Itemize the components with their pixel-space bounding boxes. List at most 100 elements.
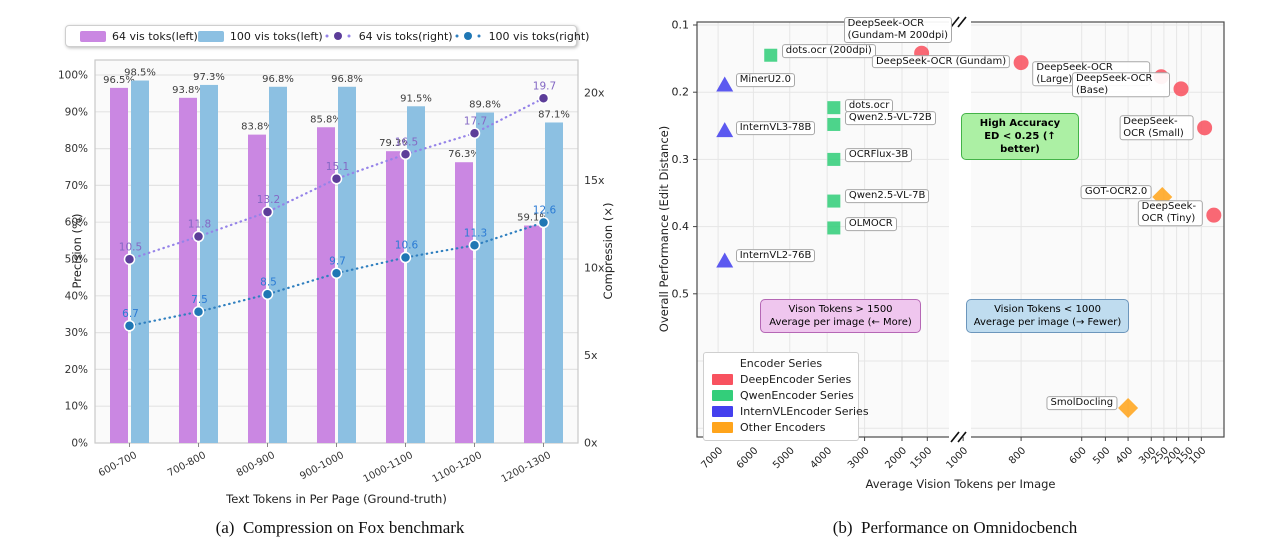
line-value-label: 12.6 (533, 205, 557, 217)
point-dots-ocr (827, 101, 841, 115)
point-deepseek-ocr-gundam (1013, 55, 1029, 71)
point-label-qwen2-5-vl-7b: Qwen2.5-VL-7B (844, 189, 930, 203)
legend-swatch-bar (197, 30, 224, 42)
annotation-high-accuracy: High Accuracy ED < 0.25 (↑ better) (961, 113, 1079, 160)
point-label-dots-ocr: dots.ocr (844, 98, 894, 113)
point-label-olmocr: OLMOCR (844, 217, 897, 231)
legend-label: Other Encoders (740, 421, 826, 434)
omni-x-tick-label: 400 (1114, 445, 1135, 466)
legend-item-other-encoders: Other Encoders (712, 421, 850, 434)
point-olmocr (827, 221, 841, 235)
marker-64-vis-toks-right-600-700 (123, 253, 136, 265)
fox-y-right-tick: 0x (584, 437, 598, 450)
legend-swatch (712, 406, 733, 417)
omni-y-tick-label: 0.5 (672, 287, 690, 300)
annotation-line: ED < 0.25 (↑ better) (984, 131, 1056, 155)
bar-value-label: 76.3% (448, 149, 480, 160)
fox-y-left-tick: 40% (65, 290, 88, 302)
point-label-deepseek-ocr-small: DeepSeek-OCR (Small) (1119, 115, 1194, 141)
line-value-label: 19.7 (533, 80, 556, 92)
legend-item-64-vis-toks-right: 64 vis toks(right) (323, 30, 453, 43)
bar-100-vis-toks-left-600-700 (131, 80, 149, 444)
line-value-label: 9.7 (329, 255, 346, 267)
legend-swatch-line (455, 32, 481, 40)
fox-y-left-tick: 70% (65, 180, 88, 192)
fox-y-left-tick: 90% (65, 106, 88, 118)
bar-64-vis-toks-left-700-800 (179, 97, 197, 443)
fox-legend: 64 vis toks(left) 100 vis toks(left) 64 v… (65, 25, 589, 47)
point-label-deepseek-ocr-gundam: DeepSeek-OCR (Gundam) (871, 54, 1011, 69)
legend-label: 100 vis toks(left) (229, 29, 323, 43)
bar-value-label: 91.5% (400, 93, 432, 104)
fox-y-axis-right-title: Compression (×) (601, 202, 615, 300)
omni-x-tick-label: 500 (1091, 445, 1112, 466)
omni-x-tick-label: 1500 (909, 445, 935, 471)
point-smoldocling (1118, 398, 1139, 419)
line-value-label: 6.7 (122, 308, 139, 320)
axis-break-mark (950, 16, 960, 28)
encoder-series-legend: Encoder Series DeepEncoder Series QwenEn… (703, 352, 869, 441)
bar-value-label: 93.8% (172, 85, 204, 96)
omni-x-tick-label: 7000 (699, 445, 725, 471)
legend-swatch (712, 422, 733, 433)
annotation-line: Vison Tokens > 1500 (788, 304, 893, 315)
marker-64-vis-toks-right-1200-1300 (537, 92, 550, 104)
point-label-deepseek-ocr-gundam-m-200dpi: DeepSeek-OCR (Gundam-M 200dpi) (843, 17, 953, 43)
omni-y-tick-label: 0.3 (672, 153, 690, 166)
bar-value-label: 98.5% (124, 68, 156, 79)
point-label-ocrflux-3b: OCRFlux-3B (844, 148, 913, 163)
bar-value-label: 96.5% (103, 75, 135, 86)
omni-y-tick-label: 0.1 (672, 19, 690, 32)
marker-64-vis-toks-right-800-900 (261, 206, 274, 218)
bar-64-vis-toks-left-800-900 (248, 134, 266, 443)
point-qwen2-5-vl-7b (827, 194, 841, 208)
omni-y-tick-label: 0.2 (672, 86, 690, 99)
encoder-series-legend-title: Encoder Series (739, 357, 823, 370)
omni-x-tick-label: 5000 (771, 445, 797, 471)
point-deepseek-ocr-base (1173, 81, 1189, 97)
fox-y-left-tick: 80% (65, 143, 88, 155)
bar-100-vis-toks-left-1100-1200 (476, 112, 494, 443)
legend-label: DeepEncoder Series (740, 373, 852, 386)
annotation-line: Average per image (← More) (769, 317, 912, 328)
bar-value-label: 85.8% (310, 114, 342, 125)
legend-swatch (712, 390, 733, 401)
point-deepseek-ocr-tiny (1206, 207, 1222, 223)
fox-y-right-tick: 10x (584, 262, 605, 275)
bar-100-vis-toks-left-700-800 (200, 84, 218, 443)
legend-label: 64 vis toks(right) (358, 29, 453, 43)
legend-item-deepencoder-series: DeepEncoder Series (712, 373, 852, 386)
marker-100-vis-toks-right-700-800 (192, 306, 205, 318)
bar-64-vis-toks-left-900-1000 (317, 127, 335, 444)
omni-x-axis-title: Average Vision Tokens per Image (865, 477, 1056, 491)
annotation-line: Vision Tokens < 1000 (994, 304, 1101, 315)
line-value-label: 10.6 (395, 240, 419, 252)
legend-swatch-line (325, 32, 351, 40)
fox-x-tick-label: 1100-1200 (431, 450, 484, 485)
fox-y-left-tick: 10% (65, 401, 88, 413)
legend-label: QwenEncoder Series (740, 389, 854, 402)
fox-y-right-tick: 15x (584, 174, 605, 187)
legend-swatch-bar (80, 30, 106, 42)
fox-y-right-tick: 20x (584, 87, 605, 100)
line-value-label: 11.8 (188, 219, 211, 231)
bar-value-label: 59.1% (517, 213, 549, 224)
bar-value-label: 97.3% (193, 72, 225, 83)
legend-item-internvlencoder-series: InternVLEncoder Series (712, 405, 869, 418)
line-value-label: 17.7 (464, 115, 487, 127)
omni-x-tick-label: 2000 (883, 445, 909, 471)
annotation-line: High Accuracy (979, 118, 1061, 129)
fox-y-left-tick: 60% (65, 217, 88, 229)
marker-64-vis-toks-right-900-1000 (330, 173, 343, 185)
fox-x-tick-label: 1200-1300 (500, 450, 553, 485)
omni-y-axis-title: Overall Performance (Edit Distance) (657, 125, 671, 333)
annotation-more-tokens: Vison Tokens > 1500 Average per image (←… (760, 299, 921, 333)
point-label-qwen2-5-vl-72b: Qwen2.5-VL-72B (844, 111, 936, 126)
marker-100-vis-toks-right-1000-1100 (399, 251, 412, 264)
annotation-line: Average per image (→ Fewer) (973, 317, 1122, 328)
encoder-series-legend-rows: DeepEncoder Series QwenEncoder Series In… (712, 373, 869, 434)
bar-value-label: 96.8% (262, 74, 294, 85)
legend-label: InternVLEncoder Series (740, 405, 869, 418)
line-value-label: 16.5 (395, 136, 418, 148)
